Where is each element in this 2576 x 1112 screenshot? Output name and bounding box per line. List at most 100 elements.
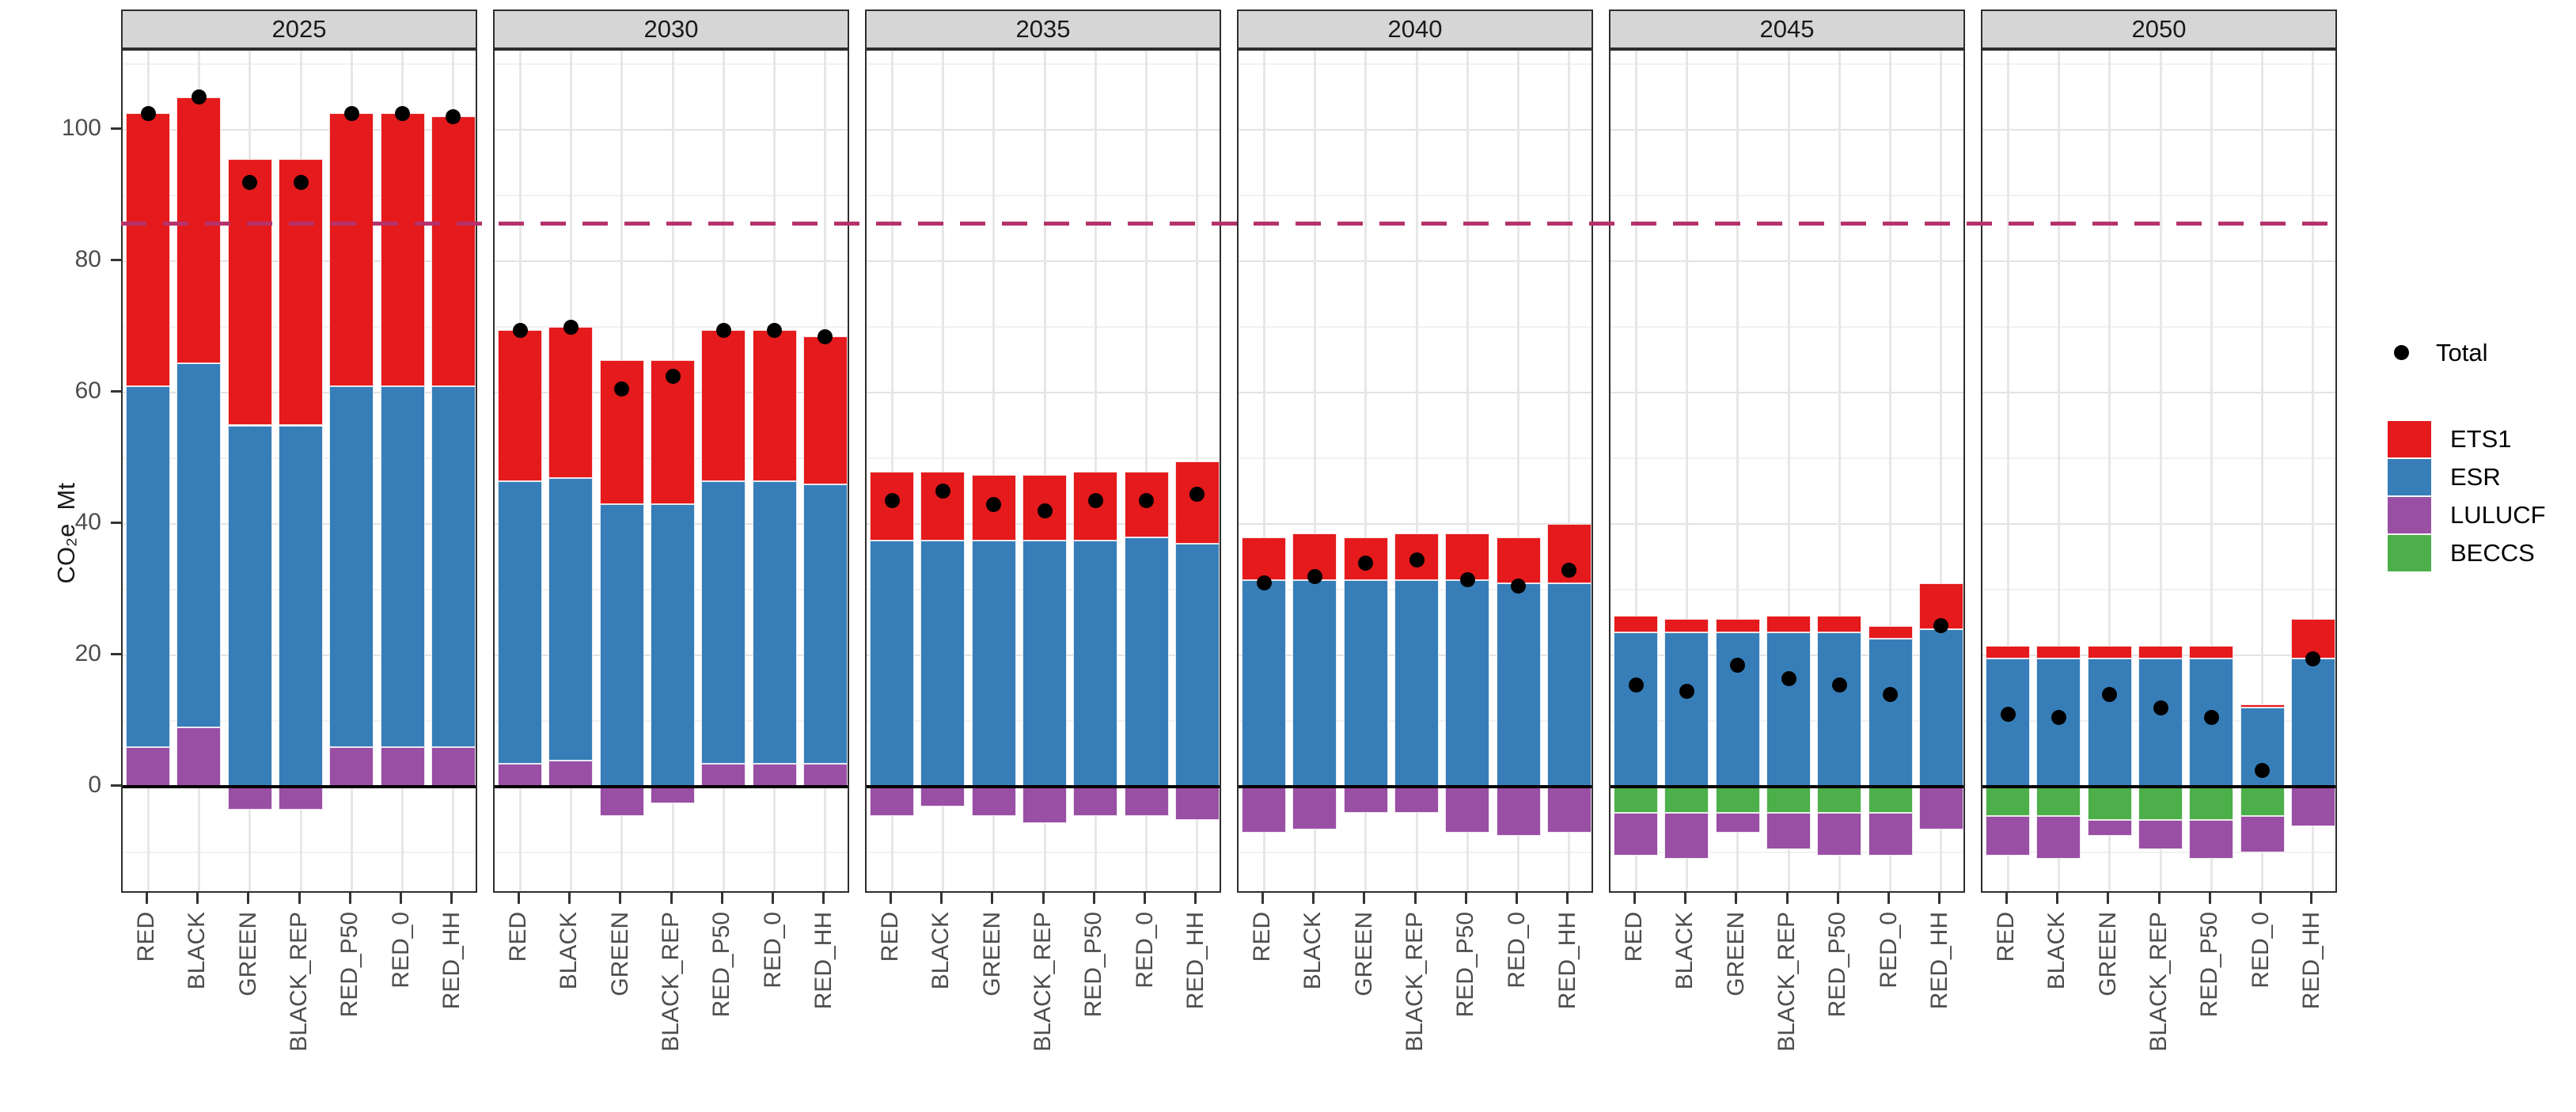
x-tick-label: GREEN — [1350, 912, 1377, 996]
bar-segment-esr — [1496, 583, 1541, 787]
x-tick-mark — [1092, 893, 1095, 904]
total-dot — [986, 496, 1002, 512]
facet-header-2040: 2040 — [1237, 9, 1593, 49]
gridline-minor — [1610, 589, 1963, 590]
x-tick-mark — [2157, 893, 2161, 904]
bar-segment-lulucf — [1715, 813, 1760, 833]
y-tick-label: 60 — [74, 378, 101, 404]
bar-segment-lulucf — [1918, 787, 1963, 829]
x-tick-mark — [1566, 893, 1569, 904]
x-tick-label: GREEN — [1722, 912, 1749, 996]
bar-segment-ets1 — [920, 471, 966, 541]
bar-segment-ets1 — [1445, 533, 1490, 580]
bar-segment-beccs — [1614, 787, 1659, 814]
facet-panel-2035 — [865, 49, 1221, 893]
bar-segment-ets1 — [176, 97, 222, 363]
gridline-major — [495, 128, 848, 131]
gridline-minor — [495, 63, 848, 65]
x-tick-label: RED_HH — [2297, 912, 2324, 1010]
x-tick-label: GREEN — [2094, 912, 2121, 996]
bar-segment-ets1 — [2240, 704, 2285, 708]
x-tick-mark — [939, 893, 943, 904]
x-tick-label: RED_0 — [2247, 912, 2274, 989]
bar-segment-beccs — [2240, 787, 2285, 817]
bar-segment-esr — [548, 477, 594, 761]
y-tick-label: 100 — [61, 115, 101, 141]
facet-header-2045: 2045 — [1609, 9, 1965, 49]
total-dot — [2000, 707, 2016, 723]
x-tick-mark — [2055, 893, 2058, 904]
bar-segment-esr — [971, 540, 1016, 787]
x-tick-mark — [1041, 893, 1045, 904]
bar-segment-lulucf — [599, 787, 644, 817]
legend-item-beccs: BECCS — [2388, 535, 2535, 571]
x-tick-mark — [2259, 893, 2263, 904]
bar-segment-lulucf — [2290, 787, 2335, 826]
gridline-vertical — [992, 51, 996, 891]
bar-segment-esr — [1918, 628, 1963, 787]
gridline-vertical — [1787, 51, 1790, 891]
bar-segment-lulucf — [2036, 816, 2081, 860]
bar-segment-lulucf — [1766, 813, 1811, 849]
bar-segment-lulucf — [1664, 813, 1709, 860]
legend-total-label: Total — [2436, 338, 2488, 366]
total-dot — [2255, 762, 2271, 778]
gridline-minor — [1610, 852, 1963, 853]
x-tick-label: BLACK_REP — [1030, 912, 1056, 1052]
bar-segment-esr — [1868, 639, 1913, 787]
x-tick-label: RED_P50 — [1824, 912, 1851, 1018]
x-tick-mark — [720, 893, 723, 904]
bar-segment-beccs — [1715, 787, 1760, 814]
bar-segment-ets1 — [701, 330, 746, 482]
x-tick-mark — [670, 893, 673, 904]
total-dot — [818, 328, 833, 344]
bar-segment-lulucf — [1292, 787, 1337, 829]
x-tick-mark — [1311, 893, 1315, 904]
bar-segment-esr — [1546, 583, 1592, 787]
gridline-major — [1239, 391, 1592, 394]
total-dot — [1459, 572, 1475, 588]
x-tick-mark — [195, 893, 199, 904]
x-tick-label: RED_0 — [1503, 912, 1530, 989]
y-tick-label: 20 — [74, 640, 101, 666]
total-dot — [2305, 651, 2321, 666]
bar-segment-lulucf — [1022, 787, 1067, 823]
facet-header-2050: 2050 — [1981, 9, 2337, 49]
legend-entry-label: BECCS — [2450, 539, 2535, 567]
bar-segment-beccs — [1868, 787, 1913, 814]
x-tick-mark — [517, 893, 520, 904]
gridline-major — [1239, 522, 1592, 526]
y-tick-mark — [111, 127, 121, 130]
facet-header-label: 2050 — [2131, 15, 2187, 43]
bar-segment-esr — [2087, 658, 2132, 787]
y-tick-label: 40 — [74, 509, 101, 535]
gridline-minor — [495, 852, 848, 853]
gridline-vertical — [2159, 51, 2162, 891]
x-tick-label: RED_HH — [1925, 912, 1952, 1010]
y-tick-mark — [111, 521, 121, 524]
legend-swatch-ets1 — [2388, 421, 2431, 457]
bar-segment-beccs — [1817, 787, 1862, 814]
gridline-vertical — [2108, 51, 2111, 891]
gridline-major — [1982, 391, 2335, 394]
gridline-minor — [867, 63, 1220, 65]
x-tick-mark — [1683, 893, 1686, 904]
bar-segment-ets1 — [2189, 645, 2234, 659]
bar-segment-ets1 — [227, 159, 272, 426]
gridline-minor — [1239, 852, 1592, 853]
bar-segment-lulucf — [498, 763, 543, 787]
bar-segment-lulucf — [802, 763, 848, 787]
bar-segment-esr — [498, 481, 543, 764]
total-dot — [1409, 552, 1425, 568]
bar-segment-lulucf — [1986, 816, 2031, 856]
x-tick-label: BLACK — [1671, 912, 1698, 990]
gridline-major — [867, 260, 1220, 263]
bar-segment-beccs — [1986, 787, 2031, 817]
bar-segment-ets1 — [431, 116, 476, 386]
bar-segment-beccs — [2036, 787, 2081, 817]
total-dot — [1561, 562, 1577, 578]
gridline-minor — [495, 326, 848, 328]
bar-segment-ets1 — [279, 159, 323, 426]
bar-segment-esr — [802, 484, 848, 764]
